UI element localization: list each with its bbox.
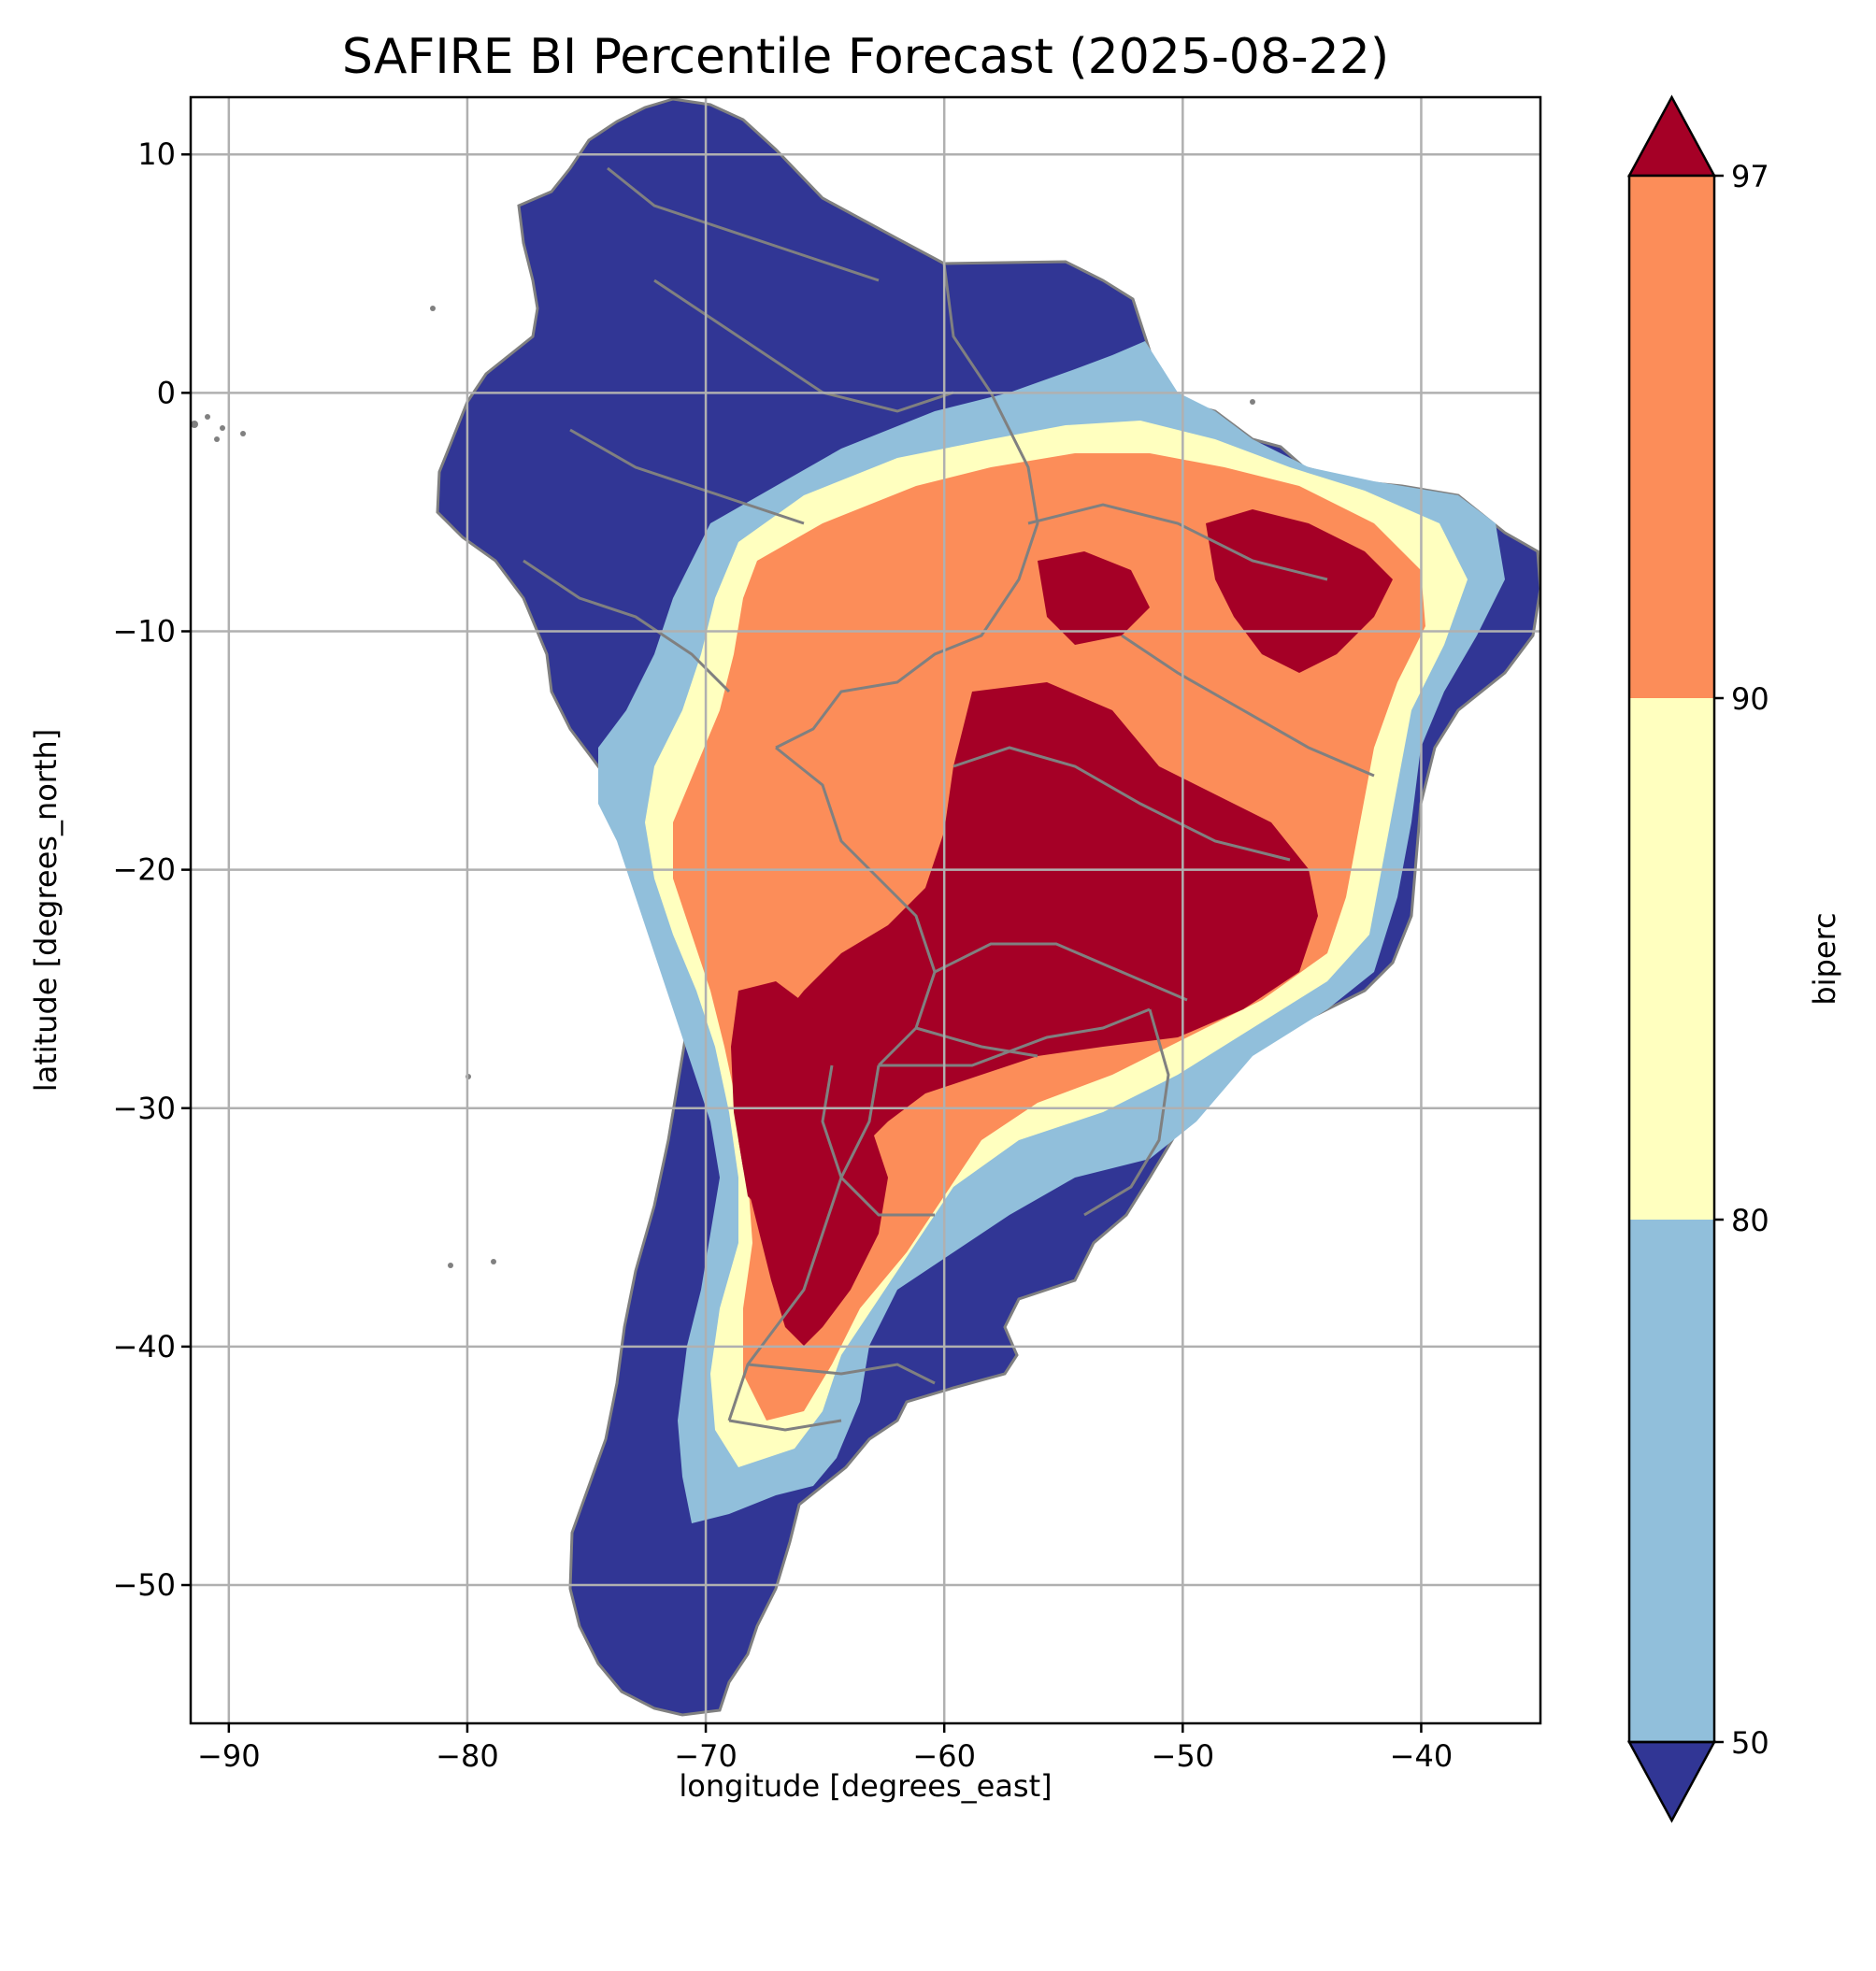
band-above-97-north — [1038, 551, 1150, 645]
colorbar-tick-label-50: 50 — [1731, 1725, 1769, 1761]
plot-frame — [189, 95, 1542, 1725]
colorbar-extend-high — [1626, 94, 1717, 178]
x-tick-label: −40 — [1390, 1738, 1454, 1774]
y-axis-label: latitude [degrees_north] — [28, 729, 64, 1093]
colorbar-extend-low — [1626, 1740, 1717, 1823]
x-tick-label: −50 — [1152, 1738, 1215, 1774]
x-axis-label: longitude [degrees_east] — [679, 1768, 1052, 1804]
colorbar-tick-label-80: 80 — [1731, 1203, 1769, 1238]
y-tick-label: −40 — [112, 1329, 176, 1364]
y-tick-label: −30 — [112, 1091, 176, 1126]
y-tick-label: −50 — [112, 1567, 176, 1603]
colorbar-tick-label-90: 90 — [1731, 681, 1769, 717]
colorbar-ticks: 97 90 80 50 — [1714, 159, 1769, 1761]
gridlines — [191, 97, 1540, 1723]
colorbar-bin-80-90 — [1629, 698, 1714, 1220]
map-axes: −90 −80 −70 −60 −50 −40 10 0 −10 −20 −30 −40 −50 lo… — [28, 95, 1542, 1804]
colorbar: 97 90 80 50 biperc — [1626, 94, 1842, 1823]
colorbar-bin-90-97 — [1629, 176, 1714, 698]
x-tick-label: −70 — [674, 1738, 738, 1774]
band-above-97-west — [731, 981, 888, 1346]
x-tick-label: −60 — [912, 1738, 976, 1774]
x-tick-label: −80 — [436, 1738, 499, 1774]
y-tick-label: −20 — [112, 852, 176, 888]
y-axis-ticks: 10 0 −10 −20 −30 −40 −50 — [112, 136, 191, 1603]
colorbar-tick-label-97: 97 — [1731, 159, 1769, 194]
map-title: SAFIRE BI Percentile Forecast (2025-08-2… — [342, 29, 1389, 85]
y-tick-label: 0 — [157, 375, 176, 410]
y-tick-label: −10 — [112, 613, 176, 649]
colorbar-bin-50-80 — [1629, 1220, 1714, 1742]
band-above-97-core — [738, 682, 1318, 1224]
islands — [191, 306, 1255, 1268]
colorbar-label: biperc — [1807, 912, 1842, 1005]
colorbar-frame — [1627, 174, 1716, 1744]
x-tick-label: −90 — [197, 1738, 261, 1774]
y-tick-label: 10 — [137, 136, 176, 172]
political-borders — [523, 166, 1375, 1432]
x-axis-ticks: −90 −80 −70 −60 −50 −40 — [197, 1723, 1453, 1774]
